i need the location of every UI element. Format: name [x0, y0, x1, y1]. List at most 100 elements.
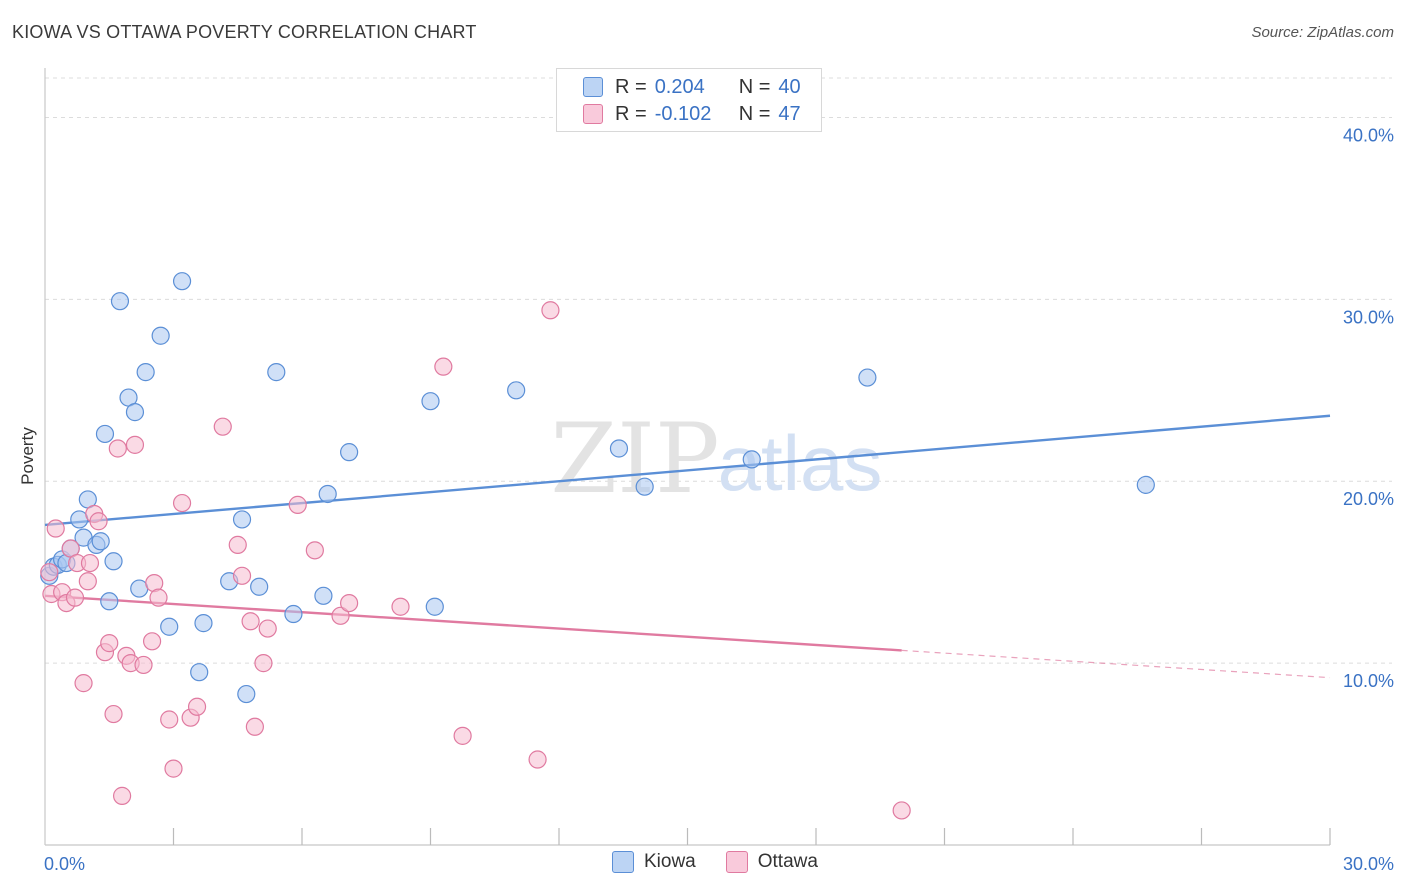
- stats-legend-kiowa: R = 0.204 N = 40: [583, 74, 801, 100]
- trend-line-ottawa: [44, 594, 902, 652]
- data-point-kiowa: [609, 439, 629, 458]
- stats-legend: R = 0.204 N = 40 R = -0.102 N = 47: [556, 68, 822, 132]
- x-tick-label: 30.0%: [1343, 854, 1394, 874]
- r-label: R =: [615, 75, 647, 98]
- data-point-kiowa: [151, 326, 170, 345]
- data-point-kiowa: [1136, 475, 1155, 494]
- data-point-kiowa: [160, 617, 179, 636]
- n-label: N =: [738, 75, 771, 98]
- data-point-ottawa: [108, 439, 127, 458]
- data-point-ottawa: [340, 593, 359, 613]
- data-point-kiowa: [125, 403, 145, 422]
- n-label: N =: [738, 102, 771, 125]
- kiowa-swatch: [583, 77, 603, 97]
- data-point-kiowa: [136, 363, 155, 382]
- data-point-kiowa: [267, 363, 286, 382]
- data-point-kiowa: [190, 663, 209, 682]
- data-point-ottawa: [305, 541, 324, 560]
- data-point-ottawa: [187, 697, 207, 716]
- trend-lines: [44, 414, 1331, 679]
- data-point-ottawa: [254, 654, 273, 673]
- data-point-kiowa: [742, 450, 761, 469]
- watermark: ZIP atlas: [550, 403, 882, 515]
- chart-title: KIOWA VS OTTAWA POVERTY CORRELATION CHAR…: [12, 22, 477, 42]
- kiowa-legend-swatch: [612, 851, 634, 873]
- data-point-kiowa: [421, 392, 440, 411]
- data-point-ottawa: [213, 417, 232, 436]
- data-point-kiowa: [858, 368, 877, 387]
- data-point-ottawa: [541, 301, 560, 320]
- data-point-ottawa: [40, 563, 59, 582]
- data-point-kiowa: [425, 597, 444, 616]
- stats-legend-ottawa: R = -0.102 N = 47: [583, 101, 801, 127]
- y-axis-title: Poverty: [18, 427, 37, 485]
- data-point-ottawa: [78, 572, 97, 591]
- data-point-ottawa: [288, 495, 307, 514]
- data-point-ottawa: [125, 435, 145, 454]
- series-kiowa: [40, 272, 1155, 704]
- data-point-ottawa: [172, 493, 192, 513]
- data-point-ottawa: [112, 786, 132, 805]
- r-label: R =: [615, 102, 647, 125]
- data-point-ottawa: [80, 553, 100, 573]
- data-point-kiowa: [318, 484, 337, 504]
- watermark-atlas: atlas: [718, 419, 883, 507]
- r-value: -0.102: [654, 102, 712, 125]
- n-value: 40: [778, 75, 801, 98]
- watermark-zip: ZIP: [550, 403, 719, 515]
- data-point-ottawa: [892, 801, 911, 820]
- data-point-kiowa: [237, 684, 256, 704]
- data-point-ottawa: [164, 759, 183, 778]
- series-legend: Kiowa Ottawa: [612, 851, 848, 873]
- data-point-ottawa: [65, 588, 85, 607]
- data-point-kiowa: [100, 592, 119, 611]
- data-point-ottawa: [245, 717, 264, 736]
- y-tick-label: 20.0%: [1343, 489, 1394, 509]
- data-point-ottawa: [46, 519, 65, 538]
- y-tick-label: 40.0%: [1343, 125, 1394, 145]
- legend-item-ottawa: Ottawa: [725, 851, 818, 873]
- data-point-ottawa: [331, 606, 350, 625]
- data-point-kiowa: [91, 532, 110, 551]
- x-tick-labels: 0.0% 30.0%: [44, 854, 1394, 874]
- source-label: Source: ZipAtlas.com: [1251, 24, 1394, 41]
- data-point-ottawa: [434, 357, 453, 376]
- data-point-kiowa: [95, 424, 115, 444]
- legend-label-kiowa: Kiowa: [644, 851, 696, 872]
- y-tick-labels: 10.0% 20.0% 30.0% 40.0%: [1343, 125, 1394, 691]
- legend-item-kiowa: Kiowa: [612, 851, 696, 873]
- series-ottawa: [40, 301, 911, 820]
- legend-label-ottawa: Ottawa: [757, 851, 818, 872]
- data-points: [40, 272, 1155, 820]
- data-point-ottawa: [453, 726, 472, 745]
- r-value: 0.204: [654, 75, 705, 98]
- data-point-ottawa: [258, 619, 277, 638]
- data-point-ottawa: [74, 674, 93, 693]
- data-point-kiowa: [314, 586, 333, 605]
- data-point-ottawa: [160, 710, 179, 729]
- data-point-kiowa: [172, 272, 192, 291]
- data-point-kiowa: [194, 614, 213, 633]
- data-point-kiowa: [250, 577, 269, 596]
- data-point-ottawa: [104, 704, 123, 724]
- axes: [44, 68, 1331, 846]
- y-tick-label: 30.0%: [1343, 307, 1394, 327]
- data-point-ottawa: [232, 566, 252, 585]
- ottawa-legend-swatch: [725, 851, 748, 873]
- ottawa-swatch: [583, 104, 603, 124]
- y-tick-label: 10.0%: [1343, 671, 1394, 691]
- data-point-ottawa: [241, 612, 260, 631]
- data-point-ottawa: [391, 597, 410, 616]
- data-point-kiowa: [507, 381, 526, 400]
- data-point-kiowa: [635, 477, 654, 496]
- data-point-ottawa: [142, 632, 162, 651]
- data-point-ottawa: [89, 512, 108, 531]
- data-point-ottawa: [528, 750, 547, 769]
- data-point-ottawa: [149, 588, 168, 607]
- x-tick-label: 0.0%: [44, 854, 85, 874]
- data-point-kiowa: [110, 292, 130, 311]
- data-point-kiowa: [284, 604, 303, 624]
- data-point-ottawa: [100, 634, 119, 653]
- data-point-ottawa: [228, 535, 247, 554]
